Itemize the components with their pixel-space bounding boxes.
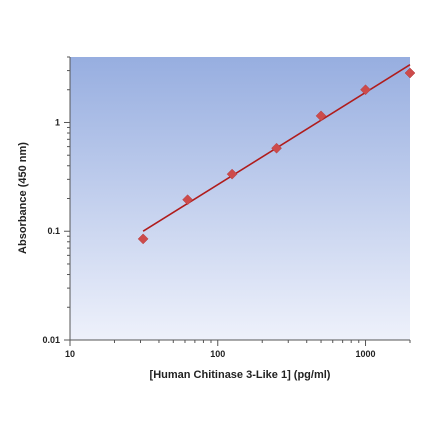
data-point [226,168,238,180]
data-point [360,84,371,96]
data-point [137,233,149,245]
x-tick-label: 1000 [356,349,376,359]
data-point [182,194,193,206]
data-point [404,67,416,79]
y-axis-title: Absorbance (450 nm) [17,142,29,254]
plot-area [70,57,410,340]
points-layer [137,67,416,245]
axes: 10 100 1000 0.01 0.1 1 [42,56,411,359]
data-point [315,110,327,122]
y-tick-label: 1 [55,117,60,127]
x-tick-label: 10 [65,349,75,359]
labels-layer: [Human Chitinase 3-Like 1] (pg/ml) Absor… [17,142,331,381]
x-axis-title: [Human Chitinase 3-Like 1] (pg/ml) [150,369,331,381]
x-tick-label: 100 [210,349,225,359]
y-tick-label: 0.1 [47,226,60,236]
y-tick-label: 0.01 [42,335,60,345]
data-point [271,142,282,154]
